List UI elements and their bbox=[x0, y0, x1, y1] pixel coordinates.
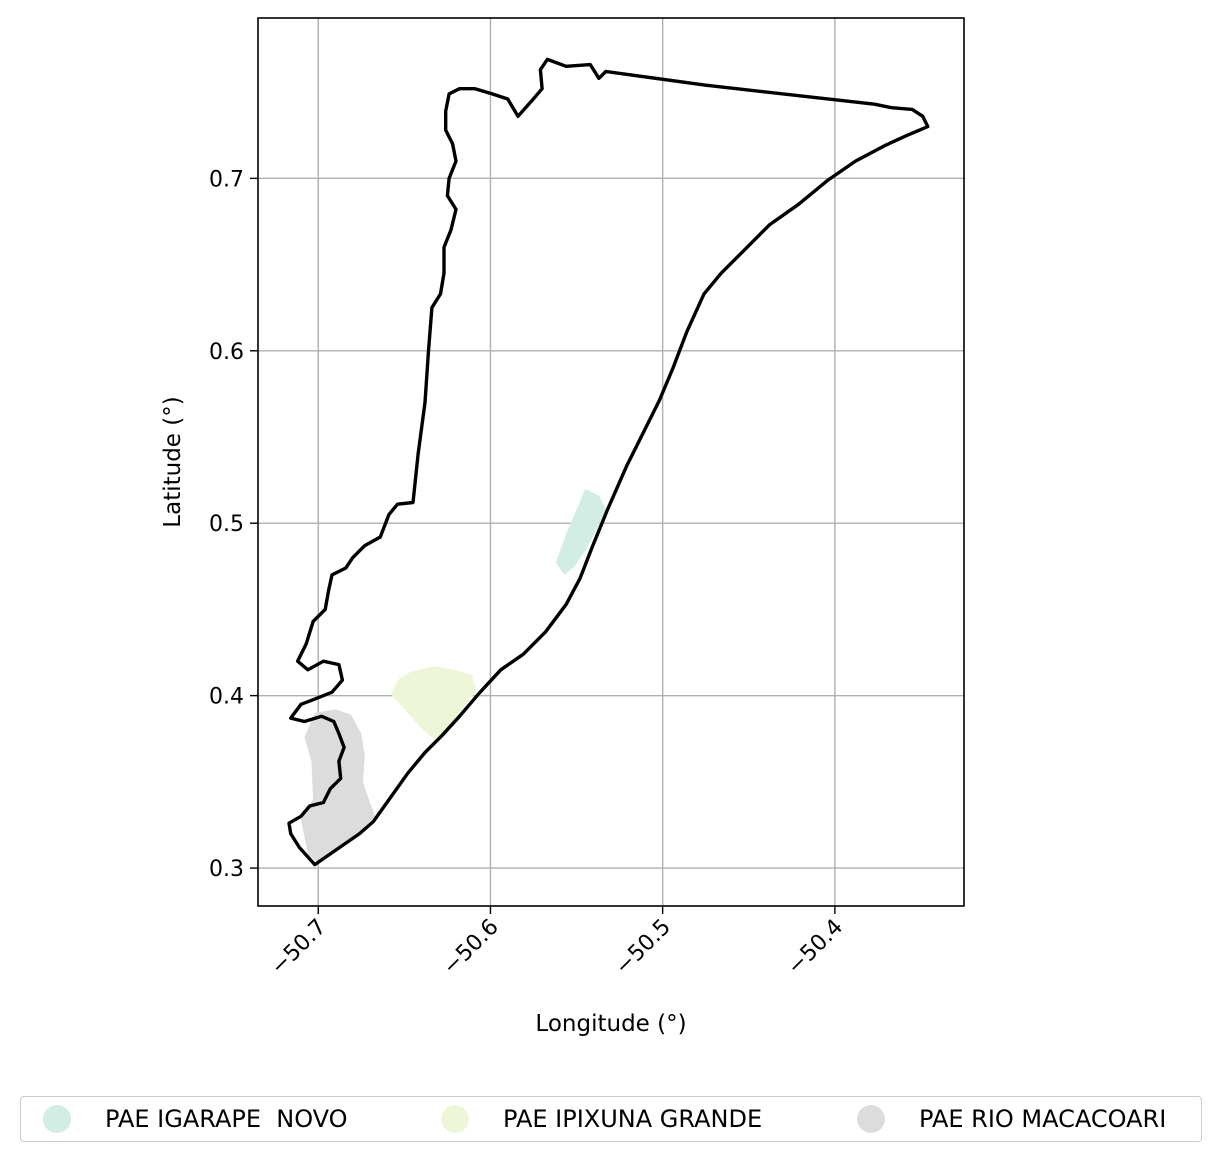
y-tick-label: 0.6 bbox=[209, 340, 244, 365]
map-figure: −50.7 −50.6 −50.5 −50.4 0.3 0.4 0.5 0.6 0.7 Long… bbox=[160, 17, 965, 1037]
legend-marker-icon bbox=[857, 1105, 885, 1133]
x-tick-label: −50.6 bbox=[438, 915, 503, 980]
settlement-area-2 bbox=[390, 666, 477, 741]
y-tick-label: 0.7 bbox=[209, 167, 244, 192]
legend-item-rio-macacoari: PAE RIO MACACOARI bbox=[857, 1097, 1166, 1141]
legend-label: PAE RIO MACACOARI bbox=[919, 1105, 1167, 1133]
x-tick-label: −50.4 bbox=[783, 915, 848, 980]
legend-marker-icon bbox=[441, 1105, 469, 1133]
polygon-layer bbox=[301, 488, 606, 863]
settlement-area-3 bbox=[301, 709, 376, 863]
tick-layer: −50.7 −50.6 −50.5 −50.4 0.3 0.4 0.5 0.6 0.7 bbox=[209, 167, 848, 980]
legend-item-igarape-novo: PAE IGARAPE NOVO bbox=[43, 1097, 348, 1141]
municipality-boundary bbox=[287, 57, 930, 867]
legend-marker-icon bbox=[43, 1105, 71, 1133]
legend-item-ipixuna-grande: PAE IPIXUNA GRANDE bbox=[441, 1097, 762, 1141]
settlement-area-1 bbox=[555, 488, 606, 575]
y-axis-label: Latitude (°) bbox=[160, 396, 186, 527]
y-tick-label: 0.3 bbox=[209, 857, 244, 882]
axes-frame bbox=[257, 17, 965, 907]
legend: PAE IGARAPE NOVO PAE IPIXUNA GRANDE PAE … bbox=[20, 1096, 1202, 1142]
grid-layer bbox=[258, 18, 964, 906]
legend-label: PAE IGARAPE NOVO bbox=[105, 1105, 348, 1133]
legend-label: PAE IPIXUNA GRANDE bbox=[503, 1105, 763, 1133]
y-tick-label: 0.5 bbox=[209, 512, 244, 537]
x-tick-label: −50.5 bbox=[611, 915, 676, 980]
y-tick-label: 0.4 bbox=[209, 685, 244, 710]
boundary-layer bbox=[287, 57, 930, 867]
x-tick-label: −50.7 bbox=[266, 915, 331, 980]
x-axis-label: Longitude (°) bbox=[535, 1011, 686, 1037]
